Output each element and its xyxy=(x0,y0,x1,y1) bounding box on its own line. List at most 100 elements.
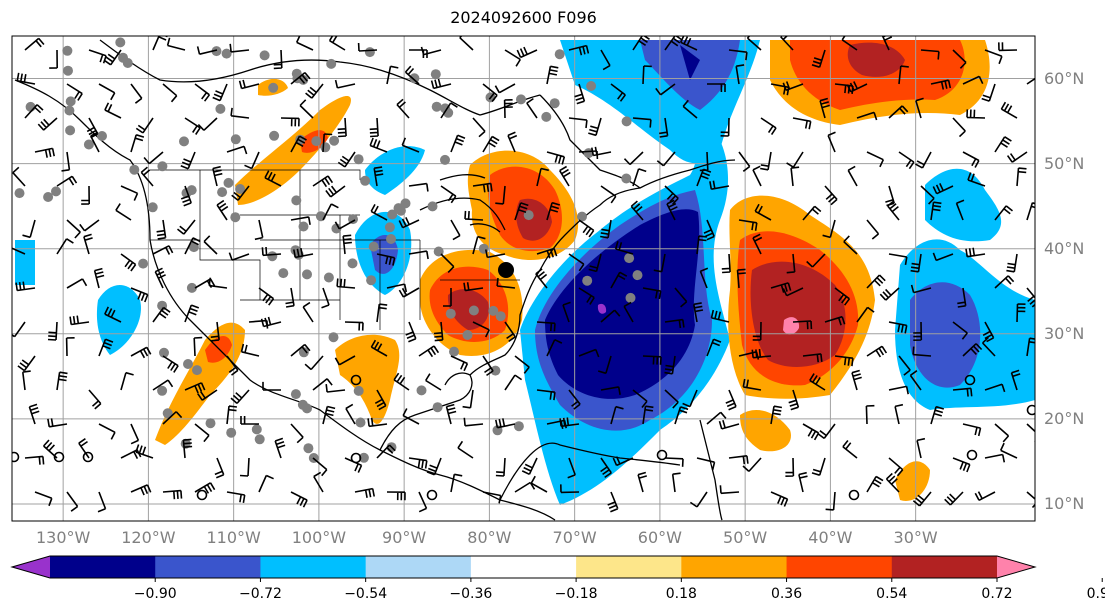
wind-barb xyxy=(462,389,474,409)
wind-barb xyxy=(693,302,704,323)
wind-barb xyxy=(47,418,68,428)
wind-barb xyxy=(632,117,652,128)
wind-barb xyxy=(536,247,558,259)
negative-anomaly-west xyxy=(96,285,141,355)
wind-barb xyxy=(61,151,71,172)
wind-barb xyxy=(851,369,862,391)
wind-barb xyxy=(328,36,346,51)
colorbar-tick-label: −0.54 xyxy=(344,586,388,602)
wind-barb xyxy=(962,75,984,85)
wind-barb xyxy=(369,117,379,138)
wind-barb xyxy=(386,283,408,293)
wind-barb xyxy=(559,165,571,187)
wind-barb xyxy=(742,457,762,472)
colorbar-tick-label: 0.36 xyxy=(770,586,803,602)
wind-barb xyxy=(770,491,789,507)
wind-barb xyxy=(866,274,886,289)
wind-barb xyxy=(967,172,986,187)
wind-barb xyxy=(642,405,654,425)
station-dot xyxy=(217,187,228,198)
wind-barb xyxy=(325,185,346,198)
wind-barb xyxy=(866,345,888,358)
colorbar-segment xyxy=(576,556,682,578)
wind-barb xyxy=(336,278,356,289)
wind-barb xyxy=(12,321,26,338)
wind-barb xyxy=(1026,202,1035,221)
wind-barb xyxy=(290,343,311,357)
station-dot xyxy=(223,177,234,188)
wind-barb xyxy=(342,234,352,255)
wind-barb xyxy=(981,83,996,102)
wind-barb xyxy=(760,117,777,136)
positive-anomaly-south xyxy=(740,410,791,452)
station-markers xyxy=(14,37,643,463)
wind-barb xyxy=(632,389,648,409)
wind-barb xyxy=(786,151,804,168)
wind-barb xyxy=(785,457,795,477)
station-dot xyxy=(331,223,342,234)
calm-circle xyxy=(966,449,978,461)
wind-barb xyxy=(999,442,1018,459)
wind-barb xyxy=(79,219,100,232)
wind-barb xyxy=(240,416,259,425)
station-dot xyxy=(97,131,107,141)
colorbar-segment xyxy=(365,556,472,578)
wind-barb xyxy=(402,408,420,425)
wind-barb xyxy=(578,348,600,358)
wind-barb xyxy=(1006,253,1018,273)
station-dot xyxy=(14,188,25,199)
latitude-label: 30°N xyxy=(1044,323,1085,343)
positive-anomaly-greatlakes-dark xyxy=(516,198,552,241)
longitude-label: 130°W xyxy=(35,528,91,547)
wind-barb xyxy=(66,278,88,289)
longitude-label: 40°W xyxy=(808,528,853,547)
wind-barbs xyxy=(12,36,1035,513)
colorbar-tick-label: −0.72 xyxy=(238,586,282,602)
station-dot xyxy=(62,45,73,56)
wind-barb xyxy=(154,267,166,289)
wind-barb xyxy=(194,482,216,494)
wind-barb xyxy=(152,379,174,391)
wind-barb xyxy=(898,65,909,85)
wind-barb xyxy=(738,151,751,172)
station-dot xyxy=(230,212,241,223)
wind-barb xyxy=(472,235,486,255)
wind-barb xyxy=(825,491,836,511)
wind-barb xyxy=(982,336,996,357)
wind-barb xyxy=(184,237,201,255)
station-dot xyxy=(298,347,309,358)
wind-barb xyxy=(238,79,260,90)
wind-barb xyxy=(180,151,196,170)
wind-barb xyxy=(719,485,740,495)
wind-barb xyxy=(482,83,498,102)
wind-barb xyxy=(887,200,900,221)
station-dot xyxy=(159,347,169,358)
station-dot xyxy=(267,251,278,262)
wind-barb xyxy=(463,417,484,427)
wind-barb xyxy=(521,457,538,476)
calm-circle xyxy=(196,489,208,501)
wind-barb xyxy=(321,287,330,309)
wind-barb xyxy=(952,117,966,138)
wind-barb xyxy=(536,321,556,332)
wind-barb xyxy=(664,185,679,205)
wind-barb xyxy=(725,389,737,411)
wind-barb xyxy=(817,423,836,440)
wind-barb xyxy=(742,378,762,391)
colorbar-outline xyxy=(10,555,1037,579)
wind-barb xyxy=(994,136,1012,153)
wind-barb xyxy=(824,315,846,326)
wind-barb xyxy=(682,99,698,119)
wind-barb xyxy=(226,355,239,376)
wind-barb xyxy=(888,385,909,395)
station-dot xyxy=(355,417,366,428)
wind-barb xyxy=(367,417,388,428)
wind-barb xyxy=(910,284,932,294)
wind-barb xyxy=(482,135,500,153)
station-dot xyxy=(259,50,270,61)
latitude-label: 60°N xyxy=(1044,68,1085,88)
wind-barb xyxy=(709,180,730,190)
wind-barb xyxy=(1026,77,1035,85)
station-dot xyxy=(205,418,216,429)
wind-barb xyxy=(313,471,324,493)
